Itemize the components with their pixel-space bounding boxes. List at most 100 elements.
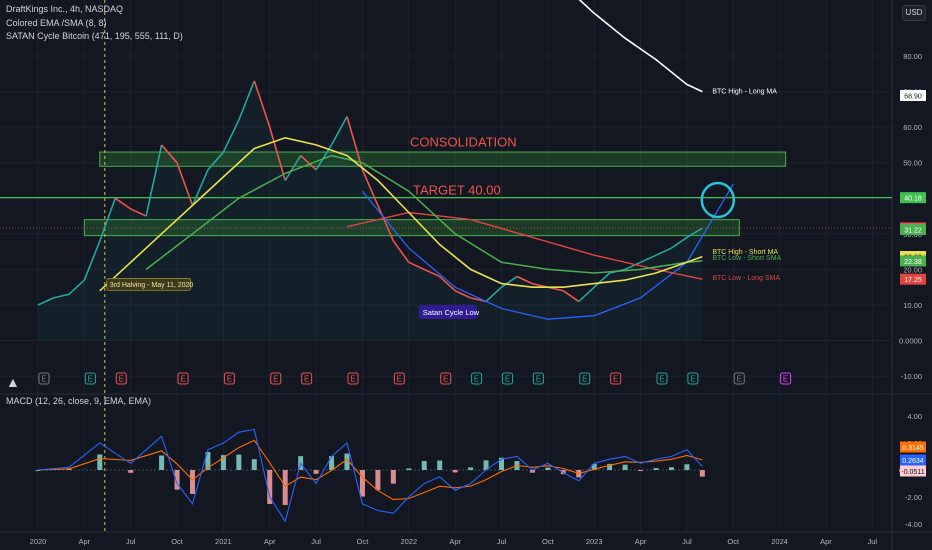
- macd-tick-label-0: 4.00: [907, 412, 922, 421]
- earnings-marker-8: [393, 372, 405, 385]
- macd-badge-0: [900, 441, 926, 453]
- time-tick-label-11: Oct: [542, 537, 555, 546]
- price-segment: [160, 144, 178, 164]
- macd-histogram-bar: [483, 460, 489, 470]
- macd-histogram-bar: [329, 456, 335, 470]
- earnings-marker-label-1: E: [88, 375, 93, 384]
- macd-histogram-bar: [638, 470, 644, 471]
- zone-1: [83, 219, 740, 237]
- price-segment: [655, 247, 672, 256]
- indicator-legend-ema[interactable]: Colored EMA /SMA (8, 8): [6, 18, 107, 28]
- macd-legend[interactable]: MACD (12, 26, close, 9, EMA, EMA): [6, 396, 152, 406]
- cycle-low-label: Satan Cycle Low: [423, 308, 480, 317]
- time-tick-label-7: Oct: [357, 537, 370, 546]
- macd-histogram-bar: [359, 470, 365, 497]
- price-badge-label-1: 40.18: [904, 196, 922, 203]
- macd-histogram-bar: [607, 463, 613, 470]
- earnings-marker-label-7: E: [350, 375, 355, 384]
- earnings-marker-label-13: E: [582, 375, 587, 384]
- macd-line: [37, 428, 703, 523]
- time-tick-label-2: Jul: [126, 537, 136, 546]
- macd-histogram-bar: [267, 470, 273, 504]
- price-segment: [624, 261, 641, 271]
- price-badge-6: [900, 273, 926, 285]
- symbol-legend[interactable]: DraftKings Inc., 4h, NASDAQ: [6, 4, 124, 14]
- earnings-marker-label-14: E: [613, 375, 618, 384]
- macd-histogram-bar: [452, 470, 458, 473]
- price-segment: [83, 240, 101, 281]
- time-tick-label-0: 2020: [30, 537, 47, 546]
- time-tick-label-8: 2022: [400, 537, 417, 546]
- price-tick-label-2: 60.00: [903, 123, 922, 132]
- earnings-marker-15: [656, 372, 668, 385]
- macd-histogram-bar: [97, 454, 103, 470]
- price-segment: [686, 227, 703, 239]
- price-zones: [83, 151, 787, 237]
- earnings-marker-label-10: E: [474, 375, 479, 384]
- macd-histogram-bar: [205, 451, 211, 470]
- price-badge-label-5: 22.38: [904, 259, 922, 266]
- price-tick-label-3: 50.00: [903, 159, 922, 168]
- price-segment: [207, 151, 225, 171]
- earnings-marker-12: [532, 372, 544, 385]
- earnings-marker-label-5: E: [273, 375, 278, 384]
- macd-histogram-bar: [499, 457, 504, 470]
- price-badge-0: [900, 89, 926, 101]
- earnings-marker-10: [471, 372, 483, 385]
- time-tick-label-6: Jul: [311, 537, 321, 546]
- price-segment: [238, 80, 256, 121]
- earnings-marker-5: [270, 372, 282, 385]
- btc-low-long-sma-label: BTC Low - Long SMA: [712, 275, 780, 282]
- macd-badge-label-1: 0.2634: [902, 458, 924, 465]
- time-tick-label-12: 2023: [586, 537, 603, 546]
- price-segment: [516, 275, 533, 285]
- price-segment: [377, 205, 395, 242]
- earnings-marker-18: [780, 372, 792, 385]
- price-segment: [176, 162, 194, 206]
- macd-histogram-bar: [468, 467, 474, 470]
- price-segment: [593, 272, 611, 288]
- earnings-marker-16: [687, 372, 699, 385]
- price-tick-label-7: 10.00: [903, 301, 922, 310]
- macd-histogram-bar: [699, 470, 705, 477]
- price-badge-1: [900, 192, 926, 204]
- earnings-marker-6: [301, 372, 313, 385]
- macd-histogram-bar: [545, 467, 551, 470]
- earnings-marker-label-3: E: [180, 375, 185, 384]
- macd-histogram-bar: [668, 467, 674, 470]
- macd-tick-label-3: -2.00: [905, 493, 922, 502]
- macd-histogram-bar: [591, 463, 597, 470]
- earnings-marker-9: [440, 372, 452, 385]
- time-tick-label-3: Oct: [171, 537, 184, 546]
- earnings-marker-17: [733, 372, 745, 385]
- earnings-marker-11: [502, 372, 513, 385]
- time-tick-label-18: Jul: [868, 537, 878, 546]
- time-tick-label-4: 2021: [215, 537, 232, 546]
- earnings-marker-label-9: E: [443, 375, 448, 384]
- earnings-marker-14: [610, 372, 622, 385]
- chart-annotations: CONSOLIDATION TARGET 40.00 3rd Halving - M…: [106, 88, 782, 319]
- earnings-marker-label-8: E: [397, 375, 402, 384]
- earnings-marker-label-15: E: [659, 375, 664, 384]
- macd-histogram-bar: [622, 464, 628, 470]
- currency-button[interactable]: USD: [902, 5, 926, 21]
- btc-high-long-ma-line: [578, 0, 703, 93]
- price-segment: [562, 290, 580, 303]
- time-tick-label-13: Apr: [635, 537, 647, 546]
- price-segment: [37, 297, 54, 306]
- price-segment: [392, 240, 410, 263]
- price-segment: [439, 275, 456, 292]
- earnings-marker-3: [177, 372, 189, 385]
- earnings-marker-label-4: E: [227, 375, 232, 384]
- macd-histogram-bar: [174, 470, 180, 490]
- chart-series: [37, 0, 736, 341]
- price-tick-label-6: 20.00: [903, 265, 922, 274]
- indicator-legend-satan[interactable]: SATAN Cycle Bitcoin (471, 195, 555, 111,…: [6, 31, 183, 41]
- btc-low-short-sma-label: BTC Low - Short SMA: [712, 255, 781, 262]
- earnings-marker-7: [347, 372, 359, 385]
- macd-histogram-bar: [421, 460, 427, 470]
- macd-histogram-bar: [390, 470, 396, 484]
- price-segment: [501, 275, 518, 288]
